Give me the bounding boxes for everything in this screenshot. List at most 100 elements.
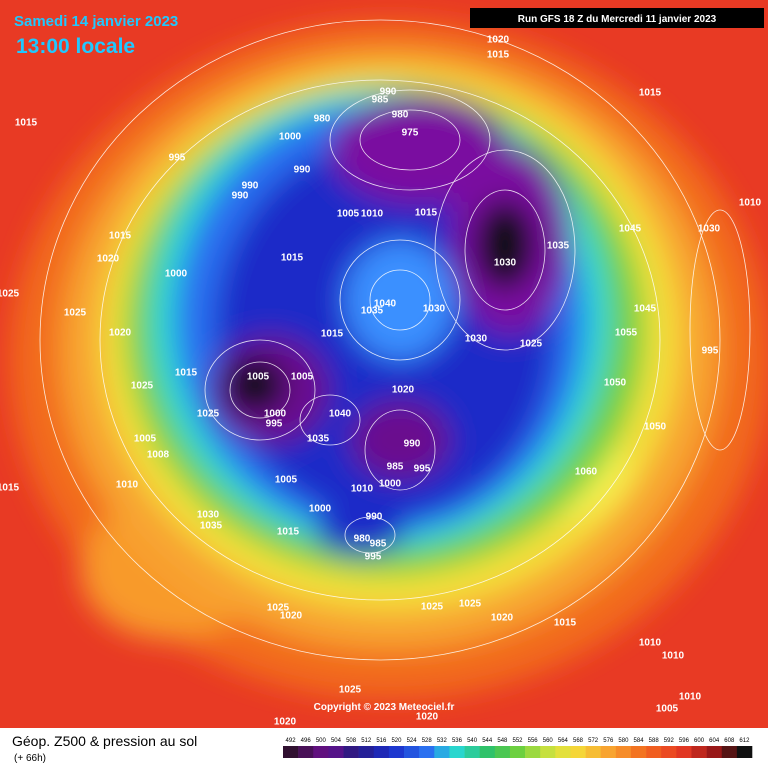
pressure-label: 1005 xyxy=(656,704,679,715)
colorbar-swatch xyxy=(479,746,496,758)
pressure-label: 1010 xyxy=(739,198,762,209)
pressure-label: 1050 xyxy=(604,378,627,389)
colorbar-tick-label: 576 xyxy=(603,738,614,744)
colorbar-tick-label: 556 xyxy=(528,738,539,744)
colorbar-swatch xyxy=(283,746,299,758)
pressure-label: 1020 xyxy=(274,717,297,728)
pressure-label: 985 xyxy=(387,462,404,473)
pressure-label: 1005 xyxy=(275,475,298,486)
pressure-label: 1010 xyxy=(351,484,374,495)
colorbar-tick-label: 580 xyxy=(618,738,629,744)
pressure-label: 980 xyxy=(354,534,371,545)
colorbar-tick-label: 564 xyxy=(558,738,569,744)
pressure-label: 1000 xyxy=(279,132,302,143)
colorbar-tick-label: 504 xyxy=(331,738,342,744)
colorbar-swatch xyxy=(328,746,344,758)
pressure-label: 1015 xyxy=(321,329,344,340)
pressure-label: 990 xyxy=(404,439,421,450)
colorbar-tick-label: 608 xyxy=(724,738,735,744)
colorbar-swatch xyxy=(585,746,602,758)
copyright: Copyright © 2023 Meteociel.fr xyxy=(314,702,455,713)
pressure-label: 1008 xyxy=(147,450,170,461)
colorbar-tick-label: 532 xyxy=(437,738,448,744)
colorbar-swatch xyxy=(494,746,511,758)
colorbar-tick-label: 520 xyxy=(391,738,402,744)
pressure-label: 1025 xyxy=(520,339,543,350)
pressure-label: 1015 xyxy=(0,483,20,494)
colorbar-swatch xyxy=(600,746,617,758)
pressure-label: 995 xyxy=(266,419,283,430)
pressure-label: 1030 xyxy=(698,224,721,235)
colorbar-swatch xyxy=(509,746,526,758)
pressure-label: 1020 xyxy=(97,254,120,265)
colorbar-swatch xyxy=(721,746,738,758)
pressure-label: 1015 xyxy=(277,527,300,538)
colorbar-swatch xyxy=(358,746,375,758)
pressure-label: 1000 xyxy=(309,504,332,515)
pressure-label: 1015 xyxy=(175,368,198,379)
pressure-label: 1000 xyxy=(264,409,287,420)
colorbar-swatch xyxy=(706,746,723,758)
pressure-label: 990 xyxy=(232,191,249,202)
pressure-label: 990 xyxy=(294,165,311,176)
run-label: Run GFS 18 Z du Mercredi 11 janvier 2023 xyxy=(518,14,717,25)
pressure-label: 1040 xyxy=(374,299,397,310)
pressure-label: 1015 xyxy=(15,118,38,129)
pressure-label: 1060 xyxy=(575,467,598,478)
colorbar-tick-label: 560 xyxy=(543,738,554,744)
colorbar-tick-label: 536 xyxy=(452,738,463,744)
pressure-label: 1005 xyxy=(337,209,360,220)
colorbar-swatch xyxy=(691,746,707,758)
pressure-label: 1010 xyxy=(679,692,702,703)
pressure-label: 1005 xyxy=(291,372,314,383)
pressure-label: 1030 xyxy=(423,304,446,315)
pressure-label: 1035 xyxy=(200,521,223,532)
pressure-label: 980 xyxy=(392,110,409,121)
pressure-label: 1030 xyxy=(465,334,488,345)
colorbar-tick-label: 492 xyxy=(286,738,297,744)
pressure-label: 1030 xyxy=(494,258,517,269)
colorbar-swatch xyxy=(736,746,753,758)
colorbar-tick-label: 540 xyxy=(467,738,478,744)
pressure-label: 1020 xyxy=(491,613,514,624)
colorbar-tick-label: 592 xyxy=(664,738,675,744)
colorbar-tick-label: 508 xyxy=(346,738,357,744)
pressure-label: 1000 xyxy=(165,269,188,280)
pressure-label: 1010 xyxy=(639,638,662,649)
pressure-label: 990 xyxy=(242,181,259,192)
pressure-label: 1045 xyxy=(619,224,642,235)
colorbar-swatch xyxy=(646,746,662,758)
pressure-label: 985 xyxy=(372,95,389,106)
colorbar-swatch xyxy=(449,746,465,758)
pressure-label: 1015 xyxy=(415,208,438,219)
colorbar-tick-label: 528 xyxy=(422,738,433,744)
colorbar-tick-label: 544 xyxy=(482,738,493,744)
pressure-label: 1025 xyxy=(267,603,290,614)
pressure-label: 1040 xyxy=(329,409,352,420)
pressure-label: 1015 xyxy=(109,231,132,242)
colorbar-tick-label: 568 xyxy=(573,738,584,744)
colorbar-tick-label: 596 xyxy=(679,738,690,744)
pressure-label: 975 xyxy=(402,128,419,139)
time-label: 13:00 locale xyxy=(16,35,135,58)
pressure-label: 1010 xyxy=(116,480,139,491)
pressure-label: 1035 xyxy=(547,241,570,252)
pressure-label: 995 xyxy=(365,552,382,563)
pressure-label: 1045 xyxy=(634,304,657,315)
pressure-label: 985 xyxy=(370,539,387,550)
pressure-label: 1025 xyxy=(0,289,20,300)
date-label: Samedi 14 janvier 2023 xyxy=(14,13,178,30)
pressure-label: 1000 xyxy=(379,479,402,490)
colorbar-swatch xyxy=(313,746,329,758)
pressure-label: 1025 xyxy=(197,409,220,420)
colorbar-tick-label: 500 xyxy=(316,738,327,744)
colorbar-tick-label: 496 xyxy=(301,738,312,744)
pressure-label: 1010 xyxy=(662,651,685,662)
pressure-label: 1020 xyxy=(416,712,439,723)
isobars xyxy=(39,19,751,661)
colorbar-tick-label: 516 xyxy=(376,738,387,744)
colorbar-swatch xyxy=(434,746,450,758)
colorbar-swatch xyxy=(540,746,556,758)
colorbar-swatch xyxy=(525,746,541,758)
